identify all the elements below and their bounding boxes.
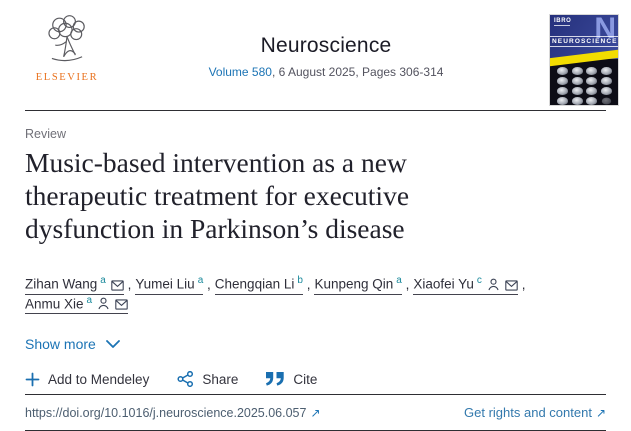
external-link-icon: ↗ <box>595 406 606 420</box>
email-icon <box>115 299 128 310</box>
cover-brain-grid <box>557 67 613 105</box>
author-link[interactable]: Anmu Xie a <box>25 294 129 314</box>
elsevier-logo[interactable]: ELSEVIER <box>25 14 109 83</box>
share-icon <box>177 371 194 387</box>
affiliation-superscript: a <box>100 275 106 286</box>
doi-link[interactable]: https://doi.org/10.1016/j.neuroscience.2… <box>25 405 321 420</box>
journal-title-link[interactable]: Neuroscience <box>260 34 392 57</box>
content-type-label: Review <box>25 127 66 141</box>
affiliation-superscript: a <box>396 275 402 286</box>
author-link[interactable]: Yumei Liu a <box>135 275 204 295</box>
article-head: Review Music-based intervention as a new… <box>0 127 631 387</box>
affiliation-superscript: c <box>476 275 482 286</box>
cover-letter-n: N <box>594 14 616 45</box>
article-title: Music-based intervention as a new therap… <box>25 147 410 244</box>
author-link[interactable]: Chengqian Li b <box>214 275 303 295</box>
volume-link[interactable]: Volume 580 <box>208 65 272 79</box>
add-to-mendeley-button[interactable]: Add to Mendeley <box>25 372 149 387</box>
action-bar: Add to Mendeley Share Cite <box>25 371 606 387</box>
person-icon <box>487 278 500 291</box>
elsevier-tree-icon <box>41 15 93 70</box>
elsevier-wordmark: ELSEVIER <box>35 72 99 83</box>
email-icon <box>111 279 124 291</box>
show-more-button[interactable]: Show more <box>25 336 120 352</box>
header-divider <box>25 110 606 111</box>
author-link[interactable]: Kunpeng Qin a <box>314 275 402 295</box>
author-entry: Yumei Liu a <box>135 275 210 295</box>
affiliation-superscript: b <box>297 275 303 286</box>
author-entry: Zihan Wang a <box>25 275 131 295</box>
chevron-down-icon <box>96 336 120 352</box>
cite-button[interactable]: Cite <box>266 371 317 387</box>
author-link[interactable]: Zihan Wang a <box>25 275 124 295</box>
author-link[interactable]: Xiaofei Yu c <box>413 275 518 295</box>
author-entry: Xiaofei Yu c <box>413 275 525 295</box>
cite-quote-icon <box>266 371 285 387</box>
volume-line: Volume 580, 6 August 2025, Pages 306-314 <box>109 65 543 79</box>
ibro-logo: IBRO <box>554 18 572 24</box>
doi-bar-top-divider <box>25 394 606 395</box>
doi-bar: https://doi.org/10.1016/j.neuroscience.2… <box>0 395 631 430</box>
journal-cover-thumbnail[interactable]: IBRO N NEUROSCIENCE <box>549 14 619 106</box>
page-header: ELSEVIER Neuroscience Volume 580, 6 Augu… <box>0 0 631 106</box>
cover-journal-name: NEUROSCIENCE <box>550 36 618 47</box>
issue-info: , 6 August 2025, Pages 306-314 <box>271 65 444 79</box>
affiliation-superscript: a <box>197 275 204 286</box>
get-rights-link[interactable]: Get rights and content ↗ <box>464 405 606 420</box>
email-icon <box>505 279 518 291</box>
external-link-icon: ↗ <box>310 405 321 420</box>
journal-header: Neuroscience Volume 580, 6 August 2025, … <box>109 14 543 79</box>
share-button[interactable]: Share <box>177 371 238 387</box>
plus-icon <box>25 372 40 387</box>
affiliation-superscript: a <box>86 294 93 306</box>
person-icon <box>97 297 110 310</box>
author-entry: Chengqian Li b <box>214 275 311 295</box>
author-entry: Anmu Xie a <box>25 294 129 314</box>
author-entry: Kunpeng Qin a <box>314 275 409 295</box>
